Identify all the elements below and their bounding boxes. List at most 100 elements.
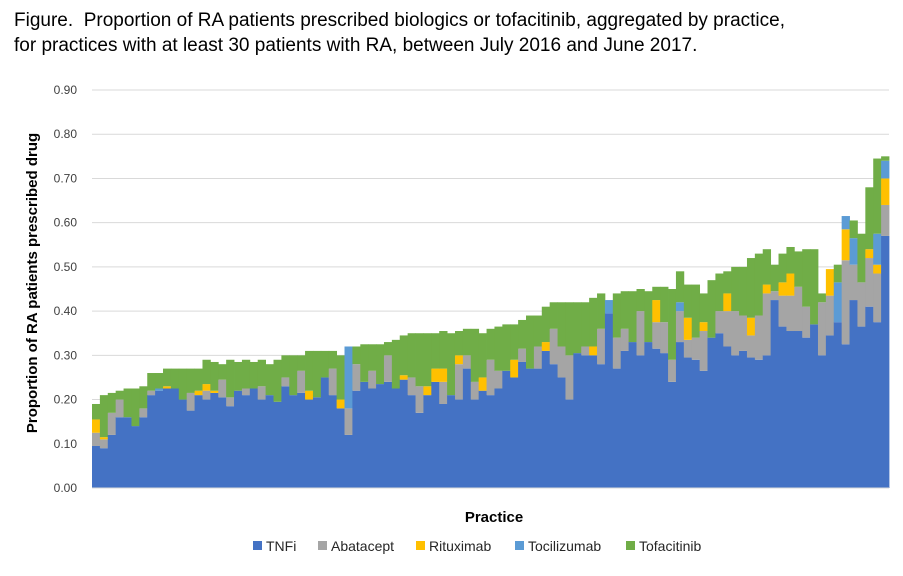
bar-segment-tnfi [92, 445, 101, 488]
bar-segment-rituximab [589, 346, 598, 356]
bar-segment-tnfi [494, 388, 503, 488]
bar-segment-tofacitinib [155, 373, 164, 389]
bar-segment-tnfi [368, 388, 377, 488]
bar-segment-abatacept [407, 377, 416, 396]
bar-segment-rituximab [683, 317, 693, 340]
bar-segment-abatacept [139, 408, 148, 418]
bar-segment-abatacept [462, 355, 472, 369]
y-tick-label: 0.20 [54, 393, 78, 407]
bar-segment-abatacept [825, 295, 835, 336]
bar-segment-tnfi [320, 377, 330, 488]
bar-segment-tnfi [565, 399, 574, 488]
bar-segment-abatacept [368, 370, 377, 389]
bar-segment-rituximab [786, 273, 795, 296]
bar-segment-rituximab [454, 355, 464, 365]
bar-segment-tocilizumab [841, 216, 850, 230]
bar-segment-tnfi [502, 370, 511, 488]
bar-segment-rituximab [99, 437, 109, 440]
bar-segment-tofacitinib [565, 302, 574, 356]
bar-segment-tofacitinib [865, 187, 874, 250]
bar-segment-tnfi [431, 381, 440, 488]
bar-segment-tnfi [170, 388, 180, 488]
bar-segment-tofacitinib [881, 156, 890, 161]
bar-segment-tnfi [454, 399, 464, 488]
bar-segment-abatacept [746, 335, 756, 358]
bar-segment-abatacept [202, 390, 211, 400]
bar-segment-tofacitinib [210, 361, 219, 391]
bar-segment-tofacitinib [762, 249, 772, 285]
bar-segment-rituximab [841, 229, 850, 261]
bar-segment-tofacitinib [131, 388, 140, 427]
bar-segment-tofacitinib [668, 289, 677, 360]
legend-label-rituximab: Rituximab [429, 538, 491, 554]
bar-segment-tofacitinib [115, 390, 124, 400]
bar-segment-tofacitinib [439, 331, 448, 369]
bar-segment-tofacitinib [778, 253, 787, 283]
bar-segment-tofacitinib [636, 289, 645, 312]
bar-segment-tocilizumab [675, 302, 685, 312]
y-tick-label: 0.10 [54, 437, 78, 451]
bar-segment-tofacitinib [226, 359, 235, 398]
bar-segment-tofacitinib [218, 364, 227, 380]
bar-segment-rituximab [652, 300, 661, 323]
bar-segment-tofacitinib [660, 286, 669, 323]
bar-segment-tocilizumab [873, 233, 882, 265]
bar-segment-tofacitinib [526, 315, 535, 369]
bar-segment-tofacitinib [873, 158, 882, 234]
bar-segment-tnfi [297, 392, 306, 488]
bar-segment-abatacept [241, 388, 251, 396]
bar-segment-tofacitinib [557, 302, 566, 347]
bar-segment-tofacitinib [241, 359, 251, 389]
bar-segment-tofacitinib [391, 339, 401, 389]
bar-segment-tofacitinib [92, 403, 101, 420]
bar-segment-tofacitinib [510, 324, 519, 360]
bar-segment-tofacitinib [376, 344, 385, 385]
bar-segment-tnfi [376, 384, 385, 488]
bar-segment-tnfi [407, 395, 416, 488]
bar-segment-tnfi [573, 353, 582, 488]
bar-segment-tnfi [691, 359, 701, 488]
bar-segment-rituximab [423, 386, 432, 396]
bar-segment-tofacitinib [786, 246, 795, 274]
bar-segment-tnfi [415, 412, 424, 488]
bar-segment-abatacept [494, 370, 503, 389]
bar-segment-abatacept [841, 260, 850, 345]
bar-segment-rituximab [478, 377, 487, 391]
bar-segment-rituximab [541, 342, 551, 351]
bar-segment-abatacept [865, 258, 874, 307]
bar-segment-abatacept [344, 408, 353, 435]
bar-segment-rituximab [210, 390, 219, 393]
bar-segment-tnfi [723, 346, 732, 488]
bar-segment-tnfi [549, 364, 558, 488]
bar-segment-abatacept [92, 432, 101, 446]
bar-segment-tnfi [510, 377, 519, 488]
bar-segment-tnfi [636, 355, 645, 488]
bar-segment-abatacept [470, 381, 480, 400]
bar-segment-tnfi [739, 350, 748, 488]
bar-segment-tnfi [139, 417, 148, 488]
bar-segment-tofacitinib [754, 253, 764, 316]
y-tick-label: 0.40 [54, 304, 78, 318]
bar-segment-tofacitinib [163, 368, 172, 387]
bar-segment-tnfi [865, 306, 874, 488]
bar-segment-abatacept [518, 348, 527, 362]
bar-segment-tnfi [849, 300, 858, 488]
y-tick-label: 0.70 [54, 171, 78, 185]
bar-segment-abatacept [597, 328, 606, 365]
bar-segment-tnfi [360, 381, 369, 488]
y-axis-title: Proportion of RA patients prescribed dru… [24, 133, 41, 433]
bar-segment-tnfi [707, 337, 716, 488]
y-tick-label: 0.00 [54, 481, 78, 495]
bar-segment-tofacitinib [802, 249, 811, 307]
bar-segment-tnfi [352, 390, 361, 488]
bar-segment-tnfi [115, 417, 124, 488]
bar-segment-tofacitinib [415, 333, 424, 387]
bar-segment-tnfi [731, 355, 740, 488]
bar-segment-tnfi [675, 342, 685, 488]
bar-segment-abatacept [802, 306, 811, 338]
bar-segment-rituximab [881, 178, 890, 205]
legend-swatch-tofacitinib [626, 541, 635, 550]
bar-segment-tofacitinib [257, 359, 266, 387]
bar-segment-tofacitinib [147, 373, 156, 391]
bar-segment-tnfi [486, 395, 495, 488]
